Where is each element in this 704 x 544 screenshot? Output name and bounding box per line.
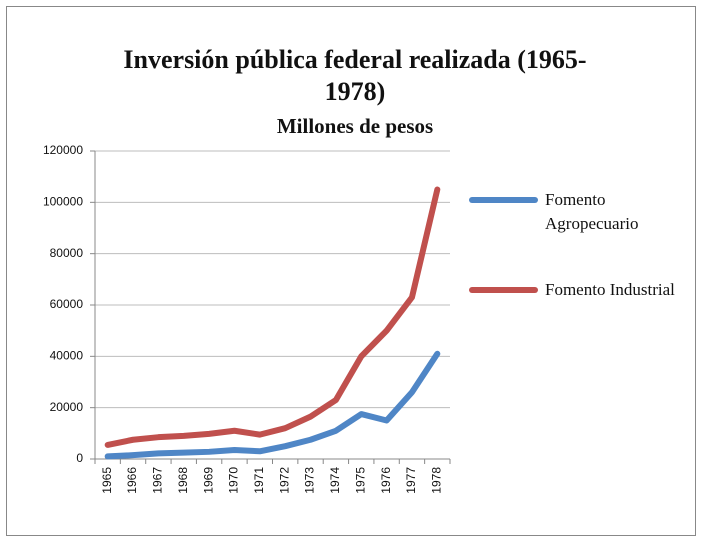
series-line: [104, 186, 441, 448]
x-tick-label: 1969: [201, 467, 215, 494]
legend-label: Fomento Industrial: [545, 280, 675, 299]
x-tick-label: 1973: [303, 467, 317, 494]
chart-subtitle: Millones de pesos: [276, 114, 434, 138]
x-tick-label: 1968: [176, 467, 190, 494]
y-tick-label: 100000: [43, 195, 83, 209]
y-tick-label: 60000: [50, 297, 84, 311]
x-tick-label: 1966: [125, 467, 139, 494]
x-tick-label: 1977: [404, 467, 418, 494]
x-tick-label: 1972: [277, 467, 291, 494]
x-tick-label: 1967: [151, 467, 165, 494]
chart-title: Inversión pública federal realizada (196…: [123, 45, 587, 106]
x-tick-label: 1970: [227, 467, 241, 494]
y-tick-label: 40000: [50, 349, 84, 363]
x-tick-label: 1974: [328, 467, 342, 494]
x-tick-label: 1965: [100, 467, 114, 494]
y-tick-label: 20000: [50, 400, 84, 414]
x-tick-label: 1971: [252, 467, 266, 494]
frame: [6, 6, 696, 536]
y-tick-label: 0: [76, 451, 83, 465]
x-tick-label: 1975: [353, 467, 367, 494]
x-tick-label: 1978: [429, 467, 443, 494]
series-line: [104, 350, 441, 460]
y-tick-label: 120000: [43, 143, 83, 157]
legend-label: Fomento Agropecuario: [545, 190, 639, 233]
y-tick-label: 80000: [50, 246, 84, 260]
x-tick-label: 1976: [379, 467, 393, 494]
